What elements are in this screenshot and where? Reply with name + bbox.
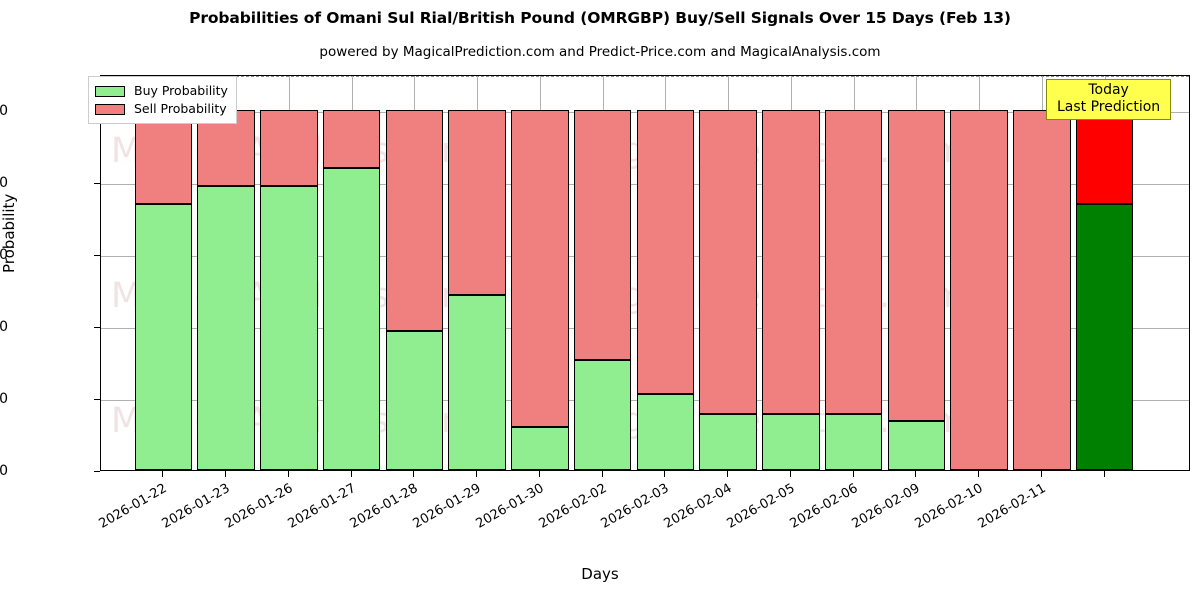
chart-subtitle: powered by MagicalPrediction.com and Pre…: [319, 44, 881, 60]
bar-group[interactable]: [322, 76, 381, 470]
legend-item-sell: Sell Probability: [95, 100, 228, 118]
bar-segment-buy[interactable]: [197, 185, 255, 470]
x-tick-mark: [162, 471, 164, 477]
bar-segment-sell[interactable]: [1075, 110, 1134, 204]
y-tick-mark: [94, 327, 100, 328]
bar-segment-buy[interactable]: [824, 414, 883, 470]
x-tick-mark: [350, 471, 352, 477]
bar-segment-sell[interactable]: [385, 110, 444, 332]
bar-group[interactable]: [762, 76, 820, 470]
bar-segment-sell[interactable]: [762, 110, 820, 415]
bar-segment-buy[interactable]: [260, 185, 318, 470]
y-tick-label: 100: [0, 103, 8, 119]
bar-segment-sell[interactable]: [887, 110, 946, 422]
legend-swatch-buy: [95, 85, 125, 97]
x-tick-mark: [852, 471, 854, 477]
bar-segment-buy[interactable]: [448, 295, 506, 470]
today-annotation-line1: Today: [1088, 82, 1129, 98]
bar-segment-sell[interactable]: [134, 110, 193, 204]
bar-segment-buy[interactable]: [762, 414, 820, 470]
x-tick-mark: [1103, 471, 1105, 477]
bar-segment-buy[interactable]: [134, 203, 193, 470]
y-tick-mark: [94, 471, 100, 472]
bar-group[interactable]: [260, 76, 318, 470]
x-tick-mark: [225, 471, 227, 477]
x-tick-mark: [601, 471, 603, 477]
chart-title: Probabilities of Omani Sul Rial/British …: [189, 9, 1011, 27]
bar-segment-sell[interactable]: [322, 110, 381, 168]
bar-segment-sell[interactable]: [636, 110, 695, 395]
y-tick-label: 80: [0, 175, 8, 191]
legend-label-buy: Buy Probability: [134, 83, 228, 98]
bar-segment-sell[interactable]: [448, 110, 506, 296]
legend-label-sell: Sell Probability: [134, 101, 227, 116]
bar-segment-buy[interactable]: [1075, 203, 1134, 470]
bar-segment-sell[interactable]: [573, 110, 632, 361]
bar-segment-sell[interactable]: [511, 110, 569, 427]
bar-segment-buy[interactable]: [322, 167, 381, 470]
gridline-top-dashed: [101, 76, 1189, 77]
bar-group[interactable]: [824, 76, 883, 470]
bar-segment-sell[interactable]: [699, 110, 757, 415]
y-tick-mark: [94, 255, 100, 256]
chart-legend: Buy Probability Sell Probability: [88, 76, 237, 124]
bar-segment-buy[interactable]: [699, 414, 757, 470]
y-tick-mark: [94, 399, 100, 400]
x-tick-mark: [538, 471, 540, 477]
bar-group[interactable]: [1013, 76, 1071, 470]
bar-group[interactable]: [197, 76, 255, 470]
y-tick-label: 40: [0, 319, 8, 335]
x-tick-mark: [476, 471, 478, 477]
bar-group[interactable]: [887, 76, 946, 470]
x-tick-mark: [664, 471, 666, 477]
bars-layer: [101, 76, 1189, 470]
legend-swatch-sell: [95, 103, 125, 115]
bar-group[interactable]: [448, 76, 506, 470]
bar-group[interactable]: [385, 76, 444, 470]
bar-segment-sell[interactable]: [260, 110, 318, 186]
bar-group[interactable]: [573, 76, 632, 470]
y-axis-label: Probability: [0, 193, 18, 273]
x-tick-mark: [727, 471, 729, 477]
bar-segment-sell[interactable]: [824, 110, 883, 415]
today-annotation-line2: Last Prediction: [1057, 99, 1161, 115]
y-tick-label: 20: [0, 391, 8, 407]
bar-group[interactable]: [950, 76, 1008, 470]
bar-segment-sell[interactable]: [950, 110, 1008, 470]
today-annotation: Today Last Prediction: [1046, 79, 1172, 120]
x-tick-mark: [287, 471, 289, 477]
bar-segment-buy[interactable]: [511, 426, 569, 470]
bar-segment-buy[interactable]: [887, 421, 946, 470]
bar-group[interactable]: [511, 76, 569, 470]
x-axis-label: Days: [581, 565, 619, 583]
bar-segment-buy[interactable]: [385, 331, 444, 470]
bar-segment-buy[interactable]: [636, 394, 695, 470]
bar-segment-buy[interactable]: [573, 360, 632, 470]
bar-group[interactable]: [636, 76, 695, 470]
legend-item-buy: Buy Probability: [95, 82, 228, 100]
x-tick-mark: [413, 471, 415, 477]
x-tick-mark: [915, 471, 917, 477]
x-tick-mark: [978, 471, 980, 477]
bar-group[interactable]: [699, 76, 757, 470]
x-tick-mark: [1040, 471, 1042, 477]
y-tick-label: 0: [0, 463, 8, 479]
x-tick-mark: [789, 471, 791, 477]
bar-group[interactable]: [1075, 76, 1134, 470]
plot-area: MagicalAnalysis.comMagicalPrediction.com…: [100, 75, 1190, 471]
y-tick-mark: [94, 183, 100, 184]
bar-segment-sell[interactable]: [1013, 110, 1071, 470]
bar-group[interactable]: [134, 76, 193, 470]
y-tick-label: 60: [0, 247, 8, 263]
